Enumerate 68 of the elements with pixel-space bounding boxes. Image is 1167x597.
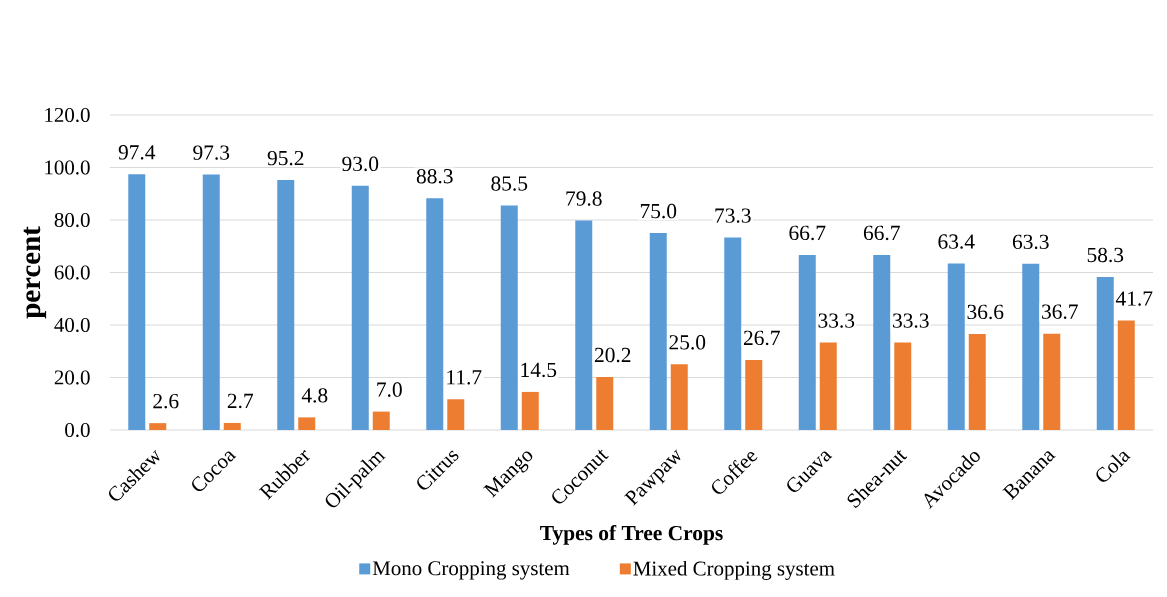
data-label: 33.3 xyxy=(893,313,929,328)
data-label: 73.3 xyxy=(715,208,751,223)
bar xyxy=(819,342,837,430)
data-label: 63.4 xyxy=(938,234,975,249)
bar xyxy=(447,399,465,430)
bar xyxy=(798,254,816,430)
data-label: 2.6 xyxy=(153,393,179,409)
y-tick-label: 80.0 xyxy=(54,212,90,228)
bar xyxy=(724,237,742,430)
legend-label: Mono Cropping system xyxy=(372,561,570,580)
bar xyxy=(500,205,518,430)
bar xyxy=(521,391,539,430)
data-label: 79.8 xyxy=(566,191,602,206)
bar xyxy=(372,411,390,430)
x-axis-title: Types of Tree Crops xyxy=(540,525,723,545)
bar xyxy=(968,333,986,430)
data-label: 88.3 xyxy=(416,168,453,184)
data-label: 97.3 xyxy=(193,145,230,160)
legend-label: Mixed Cropping system xyxy=(633,560,835,580)
bar xyxy=(426,198,444,430)
bar xyxy=(277,180,295,430)
data-label: 41.7 xyxy=(1115,291,1153,306)
bar xyxy=(128,174,146,430)
data-label: 20.2 xyxy=(594,347,631,363)
bar xyxy=(223,422,241,430)
bar xyxy=(1117,320,1135,430)
y-tick-label: 0.0 xyxy=(65,422,90,438)
bar xyxy=(575,220,593,430)
bar xyxy=(149,423,167,430)
data-label: 75.0 xyxy=(640,203,677,219)
bar xyxy=(351,185,369,430)
x-tick-label: Cola xyxy=(1096,451,1131,482)
bar xyxy=(873,254,891,430)
data-label: 93.0 xyxy=(342,156,379,172)
bar xyxy=(596,376,614,430)
data-label: 66.7 xyxy=(789,225,826,241)
bar xyxy=(947,263,965,430)
y-tick-label: 40.0 xyxy=(54,317,90,333)
data-label: 33.3 xyxy=(818,313,855,328)
data-label: 4.8 xyxy=(301,388,328,403)
data-label: 85.5 xyxy=(491,176,528,191)
data-label: 97.4 xyxy=(118,145,156,160)
bar xyxy=(670,364,688,430)
data-label: 95.2 xyxy=(267,150,304,166)
bar xyxy=(649,233,667,430)
data-label: 36.7 xyxy=(1042,304,1078,319)
data-label: 26.7 xyxy=(743,330,780,346)
bar xyxy=(298,417,316,430)
bar xyxy=(894,342,912,430)
bar xyxy=(1022,263,1040,430)
data-label: 11.7 xyxy=(447,370,482,385)
y-tick-label: 20.0 xyxy=(54,370,90,385)
y-tick-label: 120.0 xyxy=(45,107,90,123)
y-tick-label: 60.0 xyxy=(54,265,90,280)
data-label: 2.7 xyxy=(227,393,254,409)
data-label: 36.6 xyxy=(967,304,1004,320)
data-label: 63.3 xyxy=(1012,234,1049,250)
y-axis-title: percent xyxy=(23,226,47,319)
data-label: 66.7 xyxy=(863,225,900,241)
data-label: 25.0 xyxy=(669,335,706,350)
bar xyxy=(1043,333,1061,430)
bar xyxy=(1096,276,1114,430)
bar xyxy=(745,359,763,430)
data-label: 14.5 xyxy=(521,362,557,378)
y-tick-label: 100.0 xyxy=(45,160,90,175)
data-label: 7.0 xyxy=(377,382,402,397)
data-label: 58.3 xyxy=(1087,247,1124,263)
bar xyxy=(202,174,220,430)
